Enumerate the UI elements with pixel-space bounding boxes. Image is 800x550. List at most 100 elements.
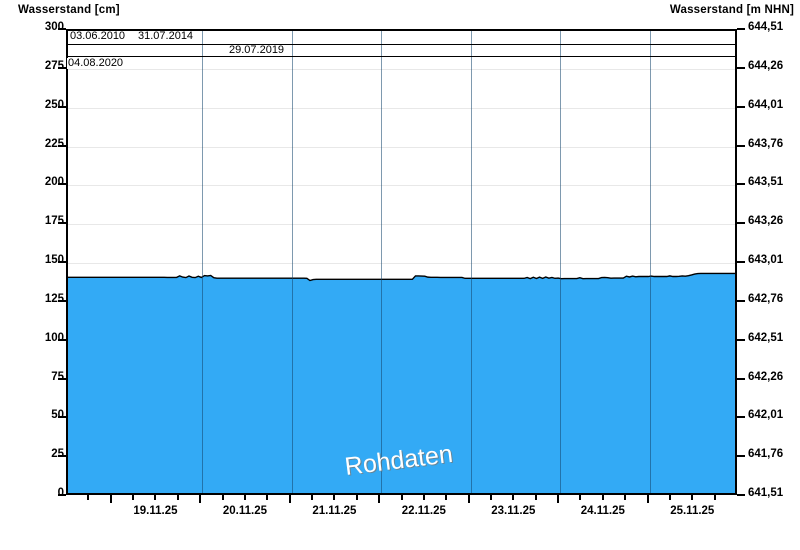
xtick-21.11.25 — [288, 495, 291, 503]
ytick-label-right-641,51: 641,51 — [748, 487, 784, 499]
tick-right-644,51 — [737, 28, 745, 30]
tick-left-75 — [58, 377, 66, 380]
ytick-label-right-644,01: 644,01 — [748, 98, 784, 111]
ytick-label-right-643,26: 643,26 — [748, 215, 784, 228]
xtick-23.11.25 — [467, 495, 470, 503]
xtick-25.11.25 — [646, 495, 649, 503]
daygrid-6 — [649, 31, 651, 493]
ytick-label-right-643,51: 643,51 — [748, 176, 784, 189]
ytick-label-right-644,51: 644,51 — [748, 21, 784, 33]
tick-left-25 — [58, 455, 66, 458]
xtick-minor — [176, 495, 179, 500]
right-axis-title: Wasserstand [m NHN] — [669, 4, 794, 16]
xtick-minor — [154, 495, 157, 500]
xtick-minor — [579, 495, 582, 500]
xtick-minor — [109, 495, 112, 500]
gridline-y-225 — [68, 146, 735, 148]
xtick-minor — [266, 495, 269, 500]
gridline-y-200 — [68, 185, 735, 187]
ytick-label-left-275: 275 — [44, 59, 64, 72]
xtick-20.11.25 — [199, 495, 202, 503]
xtick-minor — [355, 495, 358, 500]
xtick-label-20.11.25: 20.11.25 — [222, 505, 267, 517]
annotation-line-04.08.2020 — [66, 56, 737, 58]
tick-right-642,51 — [737, 338, 745, 341]
ytick-label-right-644,26: 644,26 — [748, 59, 784, 72]
tick-left-50 — [58, 416, 66, 419]
plot-area — [66, 29, 737, 495]
tick-right-644,26 — [737, 66, 745, 69]
plot-inner — [68, 31, 735, 493]
ytick-label-right-643,76: 643,76 — [748, 137, 784, 150]
tick-right-642,76 — [737, 299, 745, 302]
xtick-minor — [489, 495, 492, 500]
ytick-label-left-75: 75 — [51, 370, 64, 383]
xtick-label-24.11.25: 24.11.25 — [580, 505, 625, 517]
tick-left-175 — [58, 222, 66, 225]
ytick-label-right-641,76: 641,76 — [748, 448, 784, 461]
xtick-label-23.11.25: 23.11.25 — [491, 505, 536, 517]
tick-left-250 — [58, 105, 66, 108]
ytick-label-right-642,26: 642,26 — [748, 370, 784, 383]
tick-right-644,01 — [737, 105, 745, 108]
tick-right-643,51 — [737, 183, 745, 186]
xtick-minor — [422, 495, 425, 500]
ytick-label-left-150: 150 — [44, 254, 64, 266]
gridline-y-150 — [68, 263, 735, 264]
annotation-label-29.07.2019: 29.07.2019 — [228, 44, 286, 56]
xtick-24.11.25 — [557, 495, 560, 503]
tick-left-125 — [58, 299, 66, 302]
ytick-label-left-200: 200 — [44, 176, 64, 189]
xtick-label-22.11.25: 22.11.25 — [401, 505, 446, 517]
ytick-label-left-225: 225 — [44, 137, 64, 150]
ytick-label-right-642,01: 642,01 — [748, 409, 784, 422]
ytick-label-right-642,76: 642,76 — [748, 292, 784, 305]
daygrid-5 — [560, 31, 562, 493]
xtick-minor — [713, 495, 716, 500]
tick-left-200 — [58, 183, 66, 186]
annotation-label-31.07.2014: 31.07.2014 — [137, 30, 195, 42]
xtick-label-25.11.25: 25.11.25 — [670, 505, 715, 517]
tick-right-643,76 — [737, 144, 745, 147]
daygrid-1 — [202, 31, 204, 493]
xtick-label-21.11.25: 21.11.25 — [312, 505, 357, 517]
xtick-label-19.11.25: 19.11.25 — [133, 505, 178, 517]
tick-right-642,26 — [737, 377, 745, 380]
tick-right-641,51 — [737, 494, 745, 496]
tick-right-643,26 — [737, 222, 745, 225]
tick-left-100 — [58, 338, 66, 341]
tick-left-275 — [58, 66, 66, 69]
xtick-minor — [243, 495, 246, 500]
xtick-minor — [668, 495, 671, 500]
tick-left-0 — [58, 494, 66, 496]
tick-left-150 — [58, 261, 66, 263]
ytick-label-left-25: 25 — [51, 448, 64, 461]
ytick-label-left-125: 125 — [44, 292, 64, 305]
tick-right-642,01 — [737, 416, 745, 419]
xtick-minor — [601, 495, 604, 500]
gridline-y-175 — [68, 224, 735, 226]
ytick-label-left-0: 0 — [57, 487, 64, 499]
tick-left-300 — [58, 28, 66, 30]
annotation-label-04.08.2020: 04.08.2020 — [67, 57, 125, 69]
ytick-label-left-175: 175 — [44, 215, 64, 228]
ytick-label-left-250: 250 — [44, 98, 64, 111]
xtick-minor — [445, 495, 448, 500]
ytick-label-right-642,51: 642,51 — [748, 331, 784, 344]
annotation-line-29.07.2019 — [66, 44, 737, 46]
xtick-minor — [333, 495, 336, 500]
annotation-line-31.07.2014 — [66, 29, 737, 32]
gridline-y-275 — [68, 68, 735, 70]
daygrid-3 — [381, 31, 383, 493]
left-axis-title: Wasserstand [cm] — [18, 4, 120, 16]
daygrid-2 — [291, 31, 293, 493]
tick-left-225 — [58, 144, 66, 147]
water-level-area-series — [68, 272, 735, 493]
xtick-minor — [221, 495, 224, 500]
xtick-minor — [311, 495, 314, 500]
xtick-minor — [132, 495, 135, 500]
daygrid-4 — [470, 31, 472, 493]
xtick-minor — [512, 495, 515, 500]
tick-right-641,76 — [737, 455, 745, 458]
